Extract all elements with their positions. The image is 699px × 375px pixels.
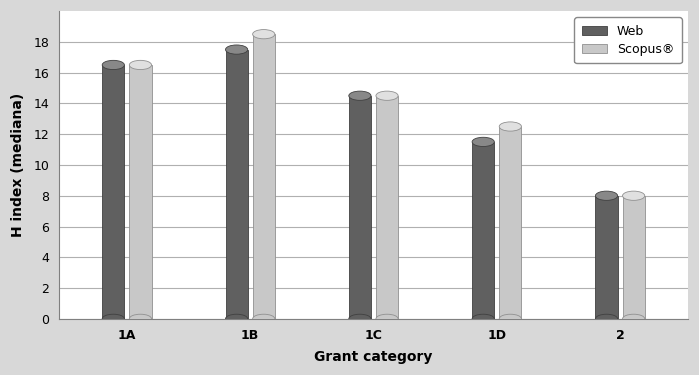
- Bar: [623, 196, 644, 319]
- Ellipse shape: [252, 314, 275, 324]
- Bar: [472, 142, 494, 319]
- Bar: [499, 126, 521, 319]
- Bar: [252, 34, 275, 319]
- Ellipse shape: [129, 60, 152, 70]
- Ellipse shape: [499, 314, 521, 324]
- Ellipse shape: [472, 314, 494, 324]
- Ellipse shape: [596, 191, 618, 200]
- Ellipse shape: [596, 314, 618, 324]
- Y-axis label: H index (mediana): H index (mediana): [11, 93, 25, 237]
- Bar: [349, 96, 371, 319]
- Ellipse shape: [102, 314, 124, 324]
- Ellipse shape: [623, 314, 644, 324]
- Ellipse shape: [472, 137, 494, 147]
- Bar: [102, 65, 124, 319]
- Bar: [129, 65, 152, 319]
- Ellipse shape: [499, 122, 521, 131]
- Ellipse shape: [102, 60, 124, 70]
- Ellipse shape: [226, 314, 247, 324]
- X-axis label: Grant category: Grant category: [315, 350, 433, 364]
- Bar: [596, 196, 618, 319]
- Legend: Web, Scopus®: Web, Scopus®: [575, 17, 682, 63]
- Ellipse shape: [349, 91, 371, 101]
- Bar: [376, 96, 398, 319]
- Ellipse shape: [226, 45, 247, 54]
- Bar: [226, 50, 247, 319]
- Ellipse shape: [376, 314, 398, 324]
- Ellipse shape: [623, 191, 644, 200]
- Ellipse shape: [349, 314, 371, 324]
- Ellipse shape: [252, 30, 275, 39]
- Ellipse shape: [129, 314, 152, 324]
- Ellipse shape: [376, 91, 398, 101]
